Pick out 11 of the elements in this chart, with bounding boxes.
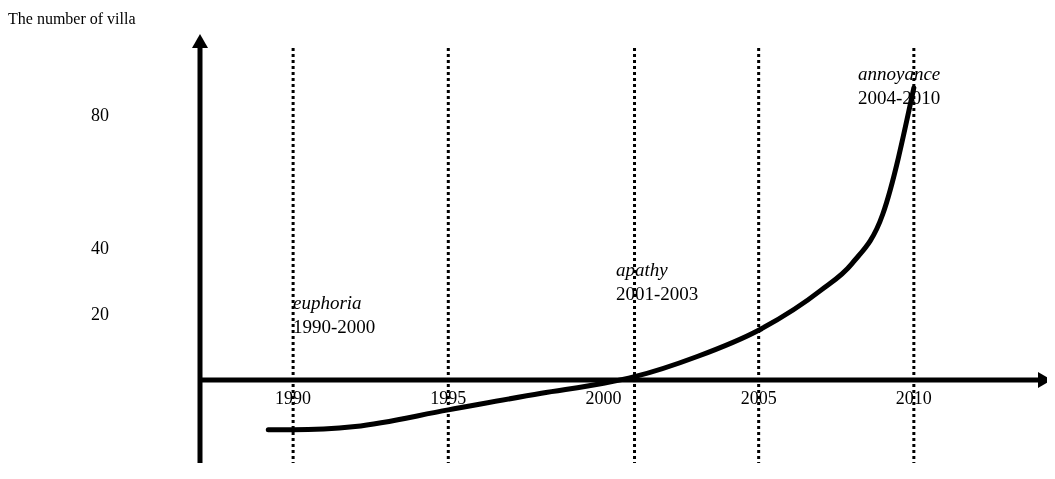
annotation: euphoria 1990-2000	[293, 292, 376, 337]
x-tick-label: 2010	[895, 388, 932, 408]
x-tick-label: 1995	[430, 388, 467, 408]
y-tick-label: 20	[91, 303, 109, 324]
x-tick-label: 2000	[585, 388, 622, 408]
y-tick-label: 80	[91, 104, 109, 125]
x-tick-label: 1990	[275, 388, 312, 408]
y-axis-title: The number of villa	[8, 10, 136, 27]
annotation: apathy 2001-2003	[616, 259, 699, 304]
y-tick-label: 40	[91, 237, 109, 258]
x-tick-label: 2005	[740, 388, 777, 408]
